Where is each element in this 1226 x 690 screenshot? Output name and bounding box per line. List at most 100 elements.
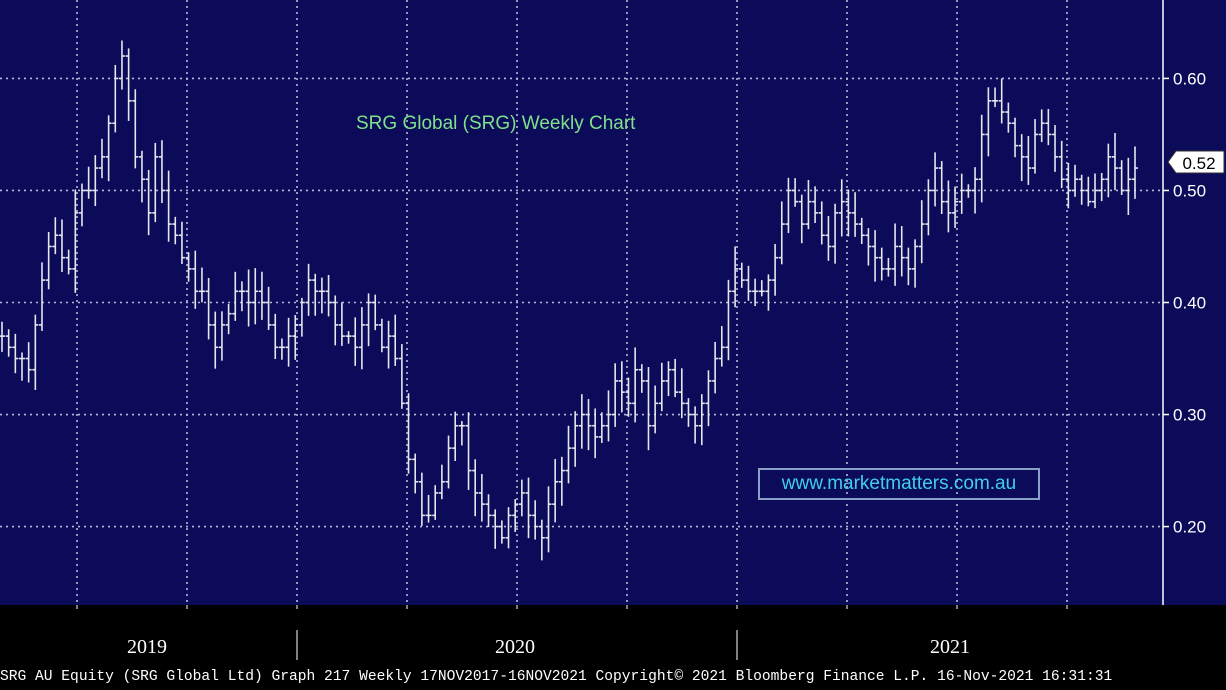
price-bar — [645, 367, 652, 451]
price-bar — [572, 411, 579, 467]
price-bar — [738, 262, 745, 288]
price-bar — [605, 390, 612, 442]
last-price-marker: 0.52 — [1167, 150, 1225, 174]
price-bar — [185, 252, 192, 282]
price-bar — [745, 265, 752, 301]
axis-panel-background — [1163, 0, 1226, 605]
price-bar — [992, 87, 999, 108]
price-bar — [905, 247, 912, 286]
price-bar — [1132, 146, 1138, 199]
price-bar — [1078, 174, 1085, 205]
price-bar — [1092, 173, 1099, 209]
price-bar — [718, 326, 725, 367]
watermark-link[interactable]: www.marketmatters.com.au — [758, 468, 1040, 500]
price-bar — [332, 295, 339, 346]
price-bar — [678, 368, 685, 419]
price-bar — [412, 453, 419, 494]
price-bar — [178, 221, 185, 264]
price-bar — [225, 303, 232, 335]
price-bar — [158, 140, 165, 204]
price-bar — [78, 183, 85, 227]
price-bar — [245, 269, 252, 327]
price-bar — [285, 317, 292, 367]
price-bar — [298, 297, 305, 337]
price-bar — [318, 277, 325, 314]
price-bar — [852, 192, 859, 237]
price-bar — [972, 167, 979, 214]
price-bar — [1098, 172, 1105, 202]
price-bar — [805, 180, 812, 230]
price-bar — [638, 364, 645, 393]
price-bar — [765, 274, 772, 311]
price-bar — [592, 408, 599, 459]
price-bar — [98, 138, 105, 179]
price-bar — [212, 311, 219, 369]
price-bar — [632, 347, 639, 423]
price-bar — [292, 315, 299, 360]
price-bar — [478, 474, 485, 522]
price-bar — [272, 313, 279, 360]
price-bar — [452, 411, 459, 461]
price-bar — [625, 377, 632, 417]
price-bar — [265, 286, 272, 330]
price-bar — [925, 179, 932, 236]
price-bar — [825, 216, 832, 261]
price-bar — [598, 412, 605, 443]
price-bar — [1005, 102, 1012, 133]
price-bar — [818, 201, 825, 245]
price-bar — [5, 329, 12, 357]
price-bar — [538, 519, 545, 561]
price-bar — [525, 477, 532, 539]
y-tick-label: 0.30 — [1173, 406, 1206, 425]
bottom-band — [0, 605, 1226, 665]
y-axis: 0.20 0.30 0.40 0.50 0.60 — [1163, 69, 1206, 537]
price-bar — [652, 385, 659, 434]
price-bar — [885, 257, 892, 277]
x-year-label: 2019 — [127, 636, 167, 658]
price-bar — [118, 40, 125, 90]
price-bar — [512, 499, 519, 532]
price-bar — [485, 494, 492, 528]
price-bar — [532, 500, 539, 540]
last-price-label: 0.52 — [1182, 154, 1215, 173]
price-bar — [578, 394, 585, 449]
y-tick-label: 0.40 — [1173, 294, 1206, 313]
price-bar — [505, 507, 512, 549]
price-bar — [392, 314, 399, 366]
price-bar — [1052, 125, 1059, 172]
price-bar — [792, 178, 799, 207]
price-bar — [672, 358, 679, 398]
price-bar — [612, 363, 619, 427]
price-bar — [32, 314, 39, 390]
price-bar — [398, 344, 405, 409]
y-tick-label: 0.20 — [1173, 518, 1206, 537]
price-bar — [958, 173, 965, 214]
price-bar — [978, 114, 985, 203]
price-bar — [205, 277, 212, 340]
price-bar — [1085, 176, 1092, 207]
price-bar — [685, 398, 692, 427]
price-bar — [865, 228, 872, 266]
price-bar — [1058, 140, 1065, 189]
price-bar — [172, 216, 179, 245]
price-bar — [358, 307, 365, 370]
price-bar — [45, 231, 52, 290]
price-bar — [778, 201, 785, 265]
price-bar — [492, 509, 499, 549]
x-axis: 2019 2020 2021 — [76, 605, 1068, 660]
price-bar — [785, 177, 792, 234]
price-bar — [1025, 135, 1032, 185]
price-bar — [218, 311, 225, 361]
chart-title: SRG Global (SRG) Weekly Chart — [356, 113, 636, 134]
price-bar — [438, 464, 445, 500]
price-bar — [1118, 160, 1125, 196]
price-bar — [998, 78, 1005, 124]
price-bar — [445, 435, 452, 489]
price-bar — [918, 200, 925, 264]
price-bar — [772, 244, 779, 296]
price-bar — [18, 352, 25, 381]
price-bar — [378, 318, 385, 353]
price-bar — [165, 170, 172, 242]
price-bar — [1018, 134, 1025, 182]
